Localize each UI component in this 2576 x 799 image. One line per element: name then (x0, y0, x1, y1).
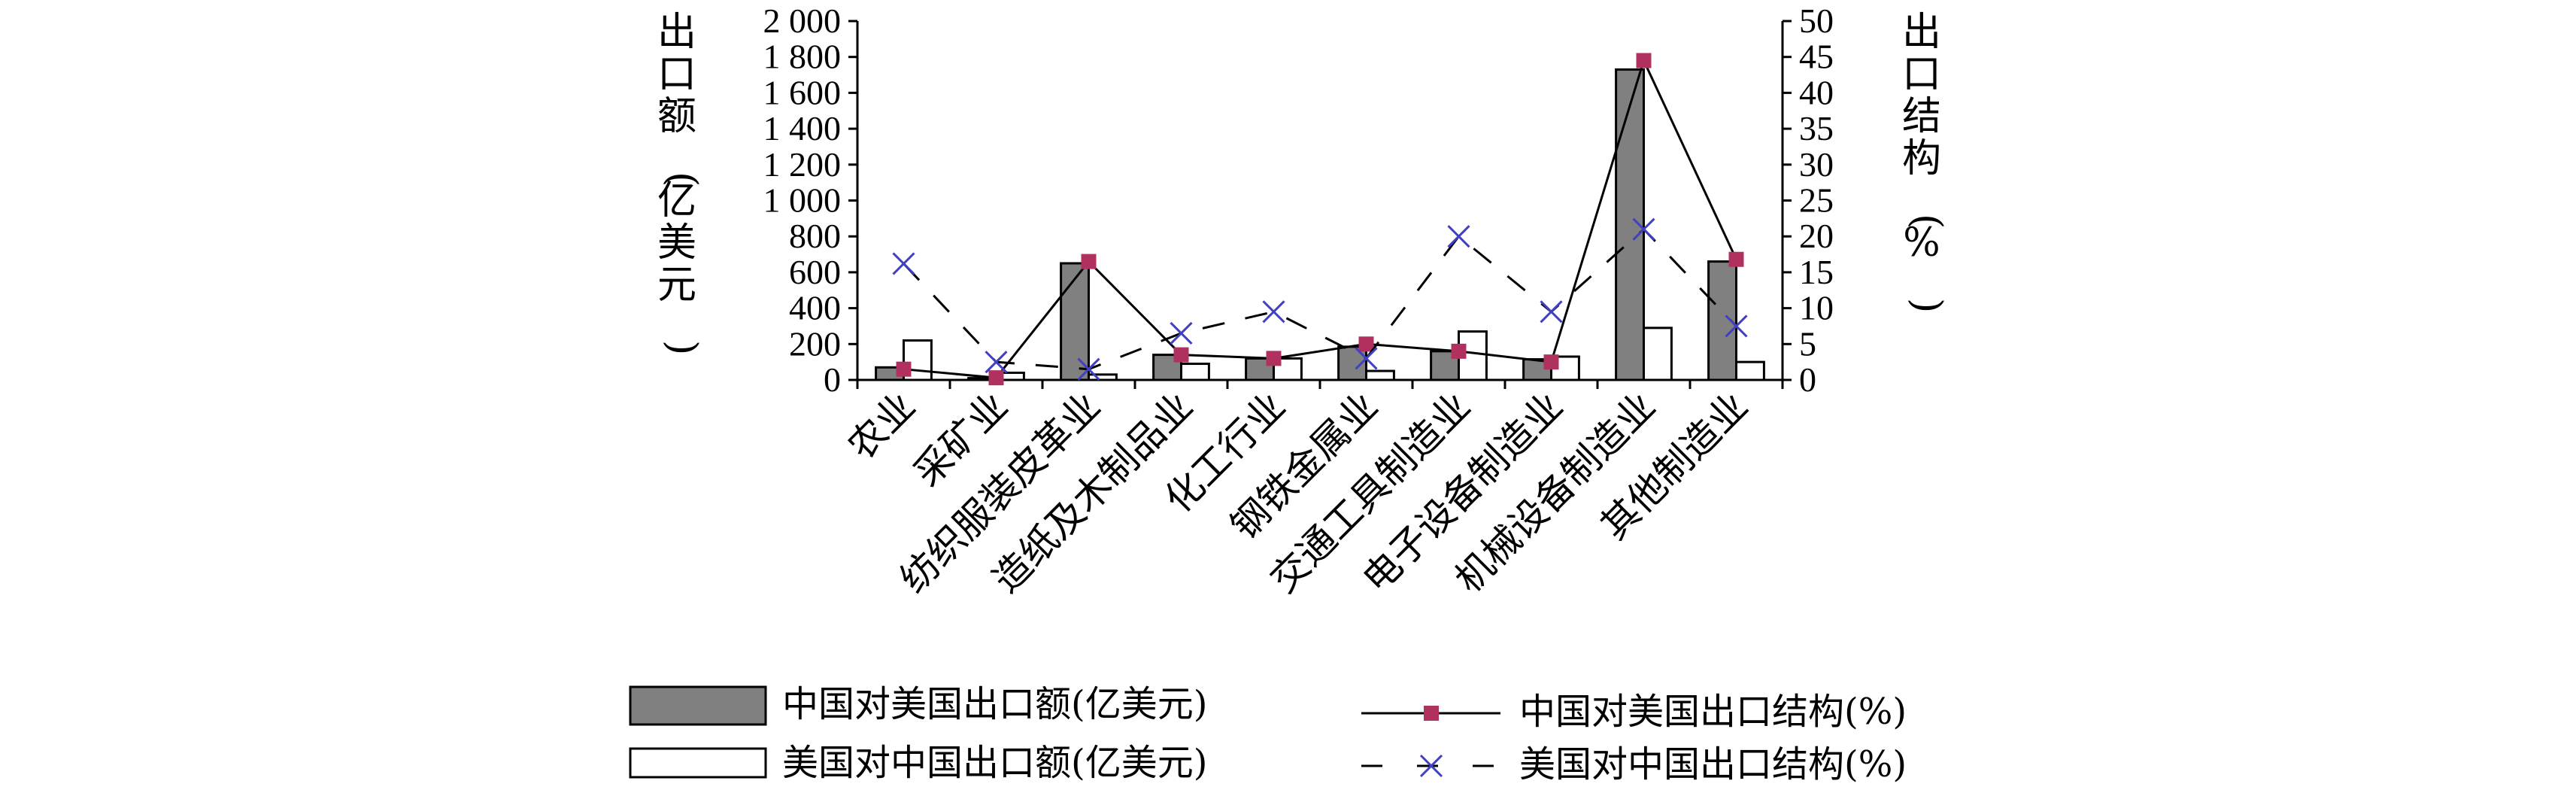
legend: 中国对美国出口额(亿美元) 美国对中国出口额(亿美元) 中国对美国出口结构(%) 美国… (629, 683, 1907, 785)
bar-us-to-china (1365, 369, 1395, 381)
marker-china-to-us-structure (896, 361, 912, 377)
bar-us-to-china (1180, 363, 1210, 381)
marker-us-to-china-structure (1632, 217, 1655, 241)
legend-swatch-china-to-us (629, 685, 767, 726)
legend-marker-us-structure (1419, 754, 1443, 778)
line-us-to-china-structure (903, 227, 1737, 371)
right-tick-label: 5 (1799, 324, 1816, 363)
marker-us-to-china-structure (892, 252, 915, 275)
legend-label: 中国对美国出口额(亿美元) (782, 683, 1207, 725)
marker-china-to-us-structure (1266, 351, 1282, 366)
marker-us-to-china-structure (1447, 225, 1470, 248)
left-tick-label: 1 600 (763, 73, 842, 111)
right-tick-label: 15 (1799, 253, 1834, 291)
right-tick-label: 0 (1799, 360, 1816, 399)
legend-label: 美国对中国出口结构(%) (1519, 743, 1907, 785)
legend-swatch-us-to-china (629, 747, 767, 779)
bar-us-to-china (1088, 373, 1118, 381)
left-tick-label: 800 (789, 217, 841, 255)
left-tick-label: 2 000 (763, 2, 842, 40)
marker-us-to-china-structure (1077, 357, 1100, 381)
left-tick-label: 1 800 (763, 38, 842, 76)
marker-us-to-china-structure (1355, 347, 1378, 370)
bar-china-to-us (1060, 262, 1090, 381)
bars (875, 68, 1765, 381)
legend-label: 中国对美国出口结构(%) (1519, 691, 1907, 733)
right-axis-title: 出口结构(%) (1902, 10, 1949, 313)
marker-china-to-us-structure (1728, 251, 1744, 267)
marker-us-to-china-structure (1262, 300, 1285, 324)
right-tick-label: 10 (1799, 289, 1834, 327)
bar-china-to-us (1152, 354, 1182, 381)
left-tick-label: 0 (824, 360, 841, 399)
line-china-to-us-structure (903, 57, 1737, 379)
marker-china-to-us-structure (1081, 254, 1097, 269)
marker-china-to-us-structure (1358, 336, 1374, 352)
left-tick-label: 1 000 (763, 181, 842, 220)
legend-marker-china-structure (1424, 706, 1439, 721)
right-tick-label: 40 (1799, 73, 1834, 111)
marker-china-to-us-structure (1173, 347, 1189, 363)
right-tick-label: 25 (1799, 181, 1834, 220)
marker-us-to-china-structure (1540, 300, 1563, 324)
marker-china-to-us-structure (988, 370, 1004, 386)
category-label: 农业 (839, 384, 924, 468)
left-tick-label: 1 400 (763, 109, 842, 147)
marker-china-to-us-structure (1636, 53, 1652, 68)
bar-china-to-us (1245, 357, 1275, 381)
left-tick-label: 600 (789, 253, 841, 291)
lines (892, 53, 1748, 386)
bar-us-to-china (1735, 360, 1765, 381)
left-tick-label: 1 200 (763, 145, 842, 184)
left-tick-label: 200 (789, 324, 841, 363)
right-tick-label: 45 (1799, 38, 1834, 76)
left-axis-title: 出口额(亿美元) (657, 10, 705, 355)
marker-china-to-us-structure (1451, 343, 1467, 359)
right-tick-label: 50 (1799, 2, 1834, 40)
right-tick-label: 35 (1799, 109, 1834, 147)
legend-label: 美国对中国出口额(亿美元) (782, 742, 1207, 784)
right-tick-label: 30 (1799, 145, 1834, 184)
right-tick-label: 20 (1799, 217, 1834, 255)
marker-us-to-china-structure (1170, 321, 1193, 345)
marker-us-to-china-structure (1725, 314, 1748, 338)
marker-china-to-us-structure (1543, 354, 1559, 370)
bar-us-to-china (1643, 327, 1673, 381)
left-tick-label: 400 (789, 289, 841, 327)
marker-us-to-china-structure (985, 351, 1008, 374)
